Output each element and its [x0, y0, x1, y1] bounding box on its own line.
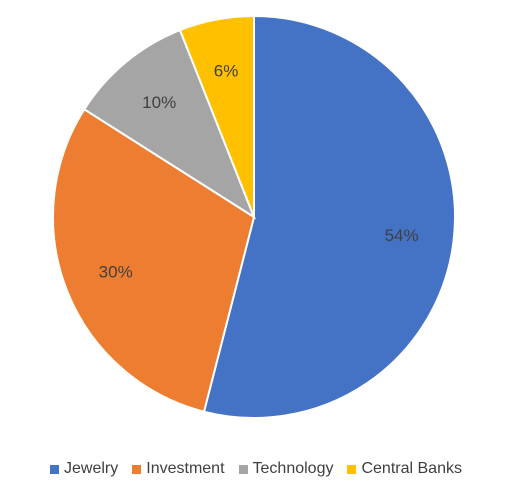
legend-label-technology: Technology — [252, 460, 334, 477]
legend-swatch-central-banks — [347, 464, 357, 474]
legend-item-technology: Technology — [238, 460, 334, 478]
data-label-jewelry: 54% — [385, 226, 419, 245]
legend-item-central-banks: Central Banks — [347, 460, 462, 478]
legend-label-central-banks: Central Banks — [361, 460, 462, 477]
pie-data-labels: 54% 30% 10% 6% — [99, 61, 419, 281]
pie-slice-technology — [82, 28, 257, 220]
pie-slice-investment — [52, 107, 256, 413]
legend-swatch-jewelry — [50, 464, 60, 474]
pie-slice-jewelry — [202, 14, 456, 419]
legend-label-investment: Investment — [146, 460, 225, 477]
data-label-investment: 30% — [99, 262, 133, 281]
legend-label-jewelry: Jewelry — [64, 460, 119, 477]
legend-item-jewelry: Jewelry — [50, 460, 118, 478]
pie-slices — [52, 14, 456, 419]
data-label-central-banks: 6% — [214, 61, 239, 80]
legend-swatch-investment — [132, 464, 142, 474]
legend-swatch-technology — [238, 464, 248, 474]
legend-item-investment: Investment — [132, 460, 225, 478]
data-label-technology: 10% — [142, 93, 176, 112]
pie-slice-central-banks — [178, 14, 255, 218]
chart-legend: Jewelry Investment Technology Central Ba… — [0, 460, 512, 478]
